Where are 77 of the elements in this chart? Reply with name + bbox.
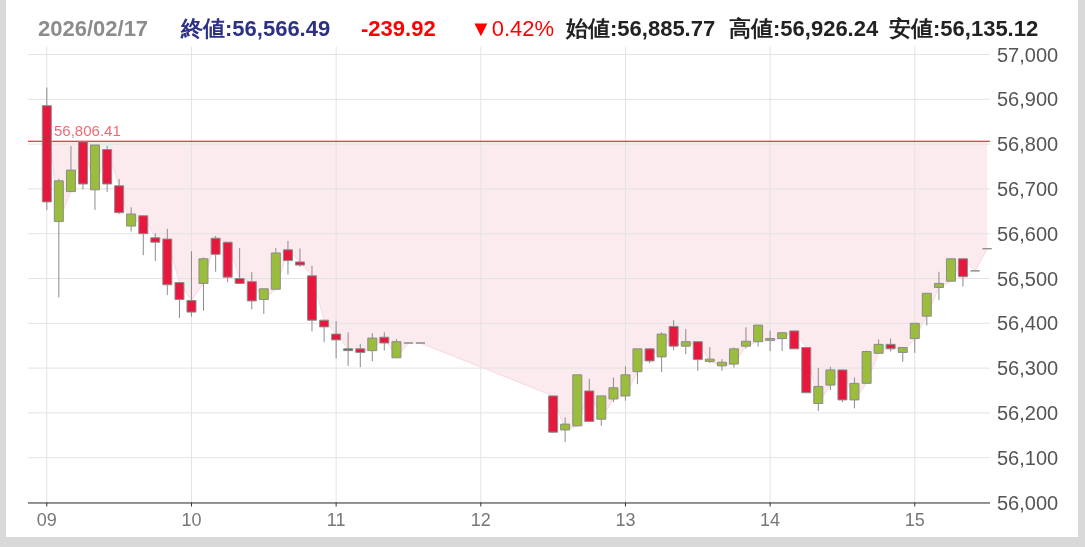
x-tick-label: 11 [326, 509, 346, 530]
candlestick [692, 341, 703, 372]
candlestick [740, 326, 751, 349]
candlestick [53, 178, 64, 298]
chart-title: 2026/02/17 [38, 16, 149, 41]
y-tick-label: 56,500 [997, 267, 1059, 290]
y-tick-label: 56,000 [997, 491, 1059, 514]
candlestick [306, 265, 317, 332]
candlestick [162, 228, 173, 296]
candlestick [777, 332, 788, 352]
candlestick [270, 247, 281, 290]
candlestick [753, 324, 764, 348]
candlestick [65, 145, 76, 193]
candlestick [77, 141, 88, 190]
candlestick [258, 288, 269, 315]
candlestick [367, 332, 378, 362]
candlestick [186, 250, 197, 318]
candlestick [572, 374, 583, 427]
candlestick [957, 258, 968, 288]
candlestick [596, 395, 607, 427]
text: 始値:56,885.77 [565, 16, 716, 41]
y-tick-label: 56,700 [997, 177, 1059, 200]
candlestick [138, 215, 149, 256]
candlestick [174, 282, 185, 319]
candlestick [294, 247, 305, 268]
candlestick [391, 338, 402, 359]
text: -239.92 [361, 16, 436, 41]
y-tick-label: 56,200 [997, 401, 1059, 424]
candlestick [765, 329, 776, 352]
candlestick [813, 367, 824, 412]
x-tick-label: 09 [36, 509, 57, 530]
candlestick [704, 346, 715, 364]
candlestick [789, 330, 800, 350]
candlestick [331, 320, 342, 359]
text: ▼0.42% [470, 16, 555, 41]
candlestick [126, 206, 137, 232]
candlestick [41, 87, 52, 211]
candlestick [680, 328, 691, 355]
candlestick [355, 343, 366, 368]
candlestick [897, 346, 908, 363]
candlestick [150, 232, 161, 262]
x-tick-label: 15 [904, 509, 925, 530]
y-tick-label: 56,800 [997, 133, 1059, 156]
text: 終値:56,566.49 [180, 16, 331, 41]
x-tick-label: 14 [760, 509, 781, 530]
candlestick [246, 271, 257, 310]
ref-line-label: 56,806.41 [54, 122, 121, 140]
candlestick [716, 358, 727, 372]
y-tick-label: 56,900 [997, 88, 1059, 111]
y-tick-label: 56,400 [997, 312, 1059, 335]
candlestick [89, 144, 100, 211]
x-tick-label: 12 [470, 509, 491, 530]
candlestick [114, 178, 125, 215]
candlestick [909, 322, 920, 354]
candlestick [379, 331, 390, 352]
y-tick-label: 57,000 [997, 43, 1059, 66]
x-tick-label: 13 [615, 509, 636, 530]
candlestick [584, 378, 595, 422]
candlestick [343, 331, 354, 367]
candlestick [801, 346, 812, 394]
text: 高値:56,926.24 [729, 16, 879, 41]
candlestick [234, 247, 245, 284]
y-tick-label: 56,600 [997, 222, 1059, 245]
candlestick [921, 292, 932, 327]
y-tick-label: 56,100 [997, 446, 1059, 469]
candlestick [933, 271, 944, 301]
candlestick [282, 240, 293, 275]
candlestick [548, 395, 559, 434]
y-tick-label: 56,300 [997, 357, 1059, 380]
candlestick [319, 319, 330, 343]
candlestick [728, 346, 739, 369]
text: 安値:56,135.12 [889, 16, 1039, 41]
x-tick-label: 10 [181, 509, 202, 530]
candlestick [198, 256, 209, 312]
candlestick [102, 145, 113, 193]
candlestick [560, 416, 571, 443]
candlestick [945, 258, 956, 282]
